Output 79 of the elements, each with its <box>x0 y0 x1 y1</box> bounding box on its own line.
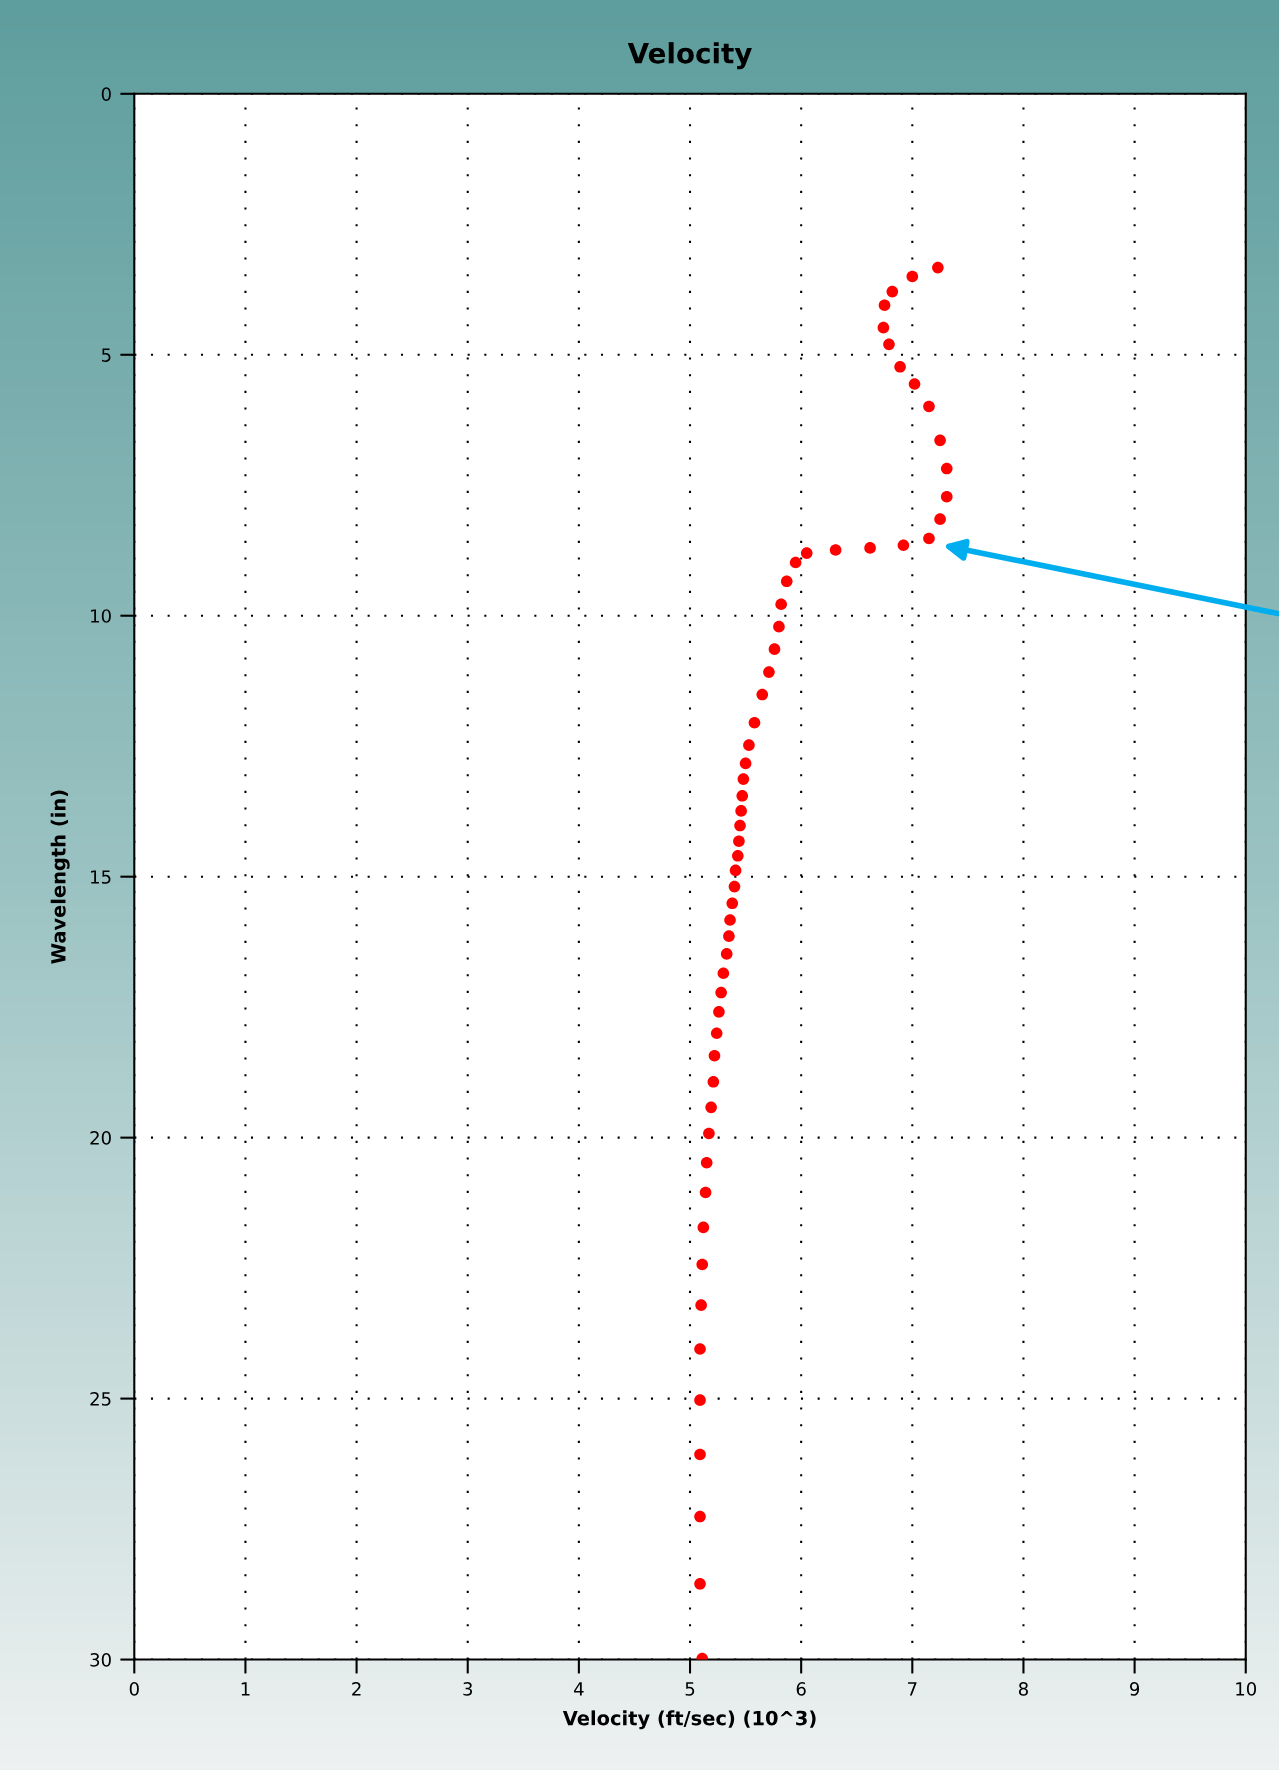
x-axis-title: Velocity (ft/sec) (10^3) <box>562 1710 816 1730</box>
y-tick-label: 5 <box>101 348 111 362</box>
point <box>694 1448 706 1461</box>
point <box>695 1299 707 1311</box>
point <box>723 930 735 942</box>
point <box>724 914 736 926</box>
chart-title: Velocity <box>627 42 752 70</box>
point <box>748 716 761 729</box>
y-axis-title: Wavelength (in) <box>50 790 70 964</box>
point <box>739 757 752 770</box>
point <box>737 773 750 785</box>
y-tick-label: 10 <box>91 609 111 623</box>
point <box>894 360 906 373</box>
point <box>886 285 899 298</box>
x-tick-label: 8 <box>1018 1682 1028 1696</box>
point <box>768 643 781 655</box>
point <box>789 556 802 569</box>
point <box>780 575 793 588</box>
y-tick-label: 15 <box>91 870 111 884</box>
point <box>878 299 891 311</box>
point <box>934 513 946 525</box>
point <box>694 1343 706 1355</box>
point <box>732 849 744 862</box>
x-tick-label: 7 <box>908 1682 917 1696</box>
point <box>883 338 895 351</box>
point <box>940 462 953 475</box>
x-tick-label: 10 <box>1236 1682 1257 1696</box>
point <box>713 1006 725 1018</box>
x-tick-label: 6 <box>796 1682 806 1696</box>
point <box>908 378 921 390</box>
point <box>735 805 747 817</box>
x-tick-label: 5 <box>685 1682 695 1696</box>
x-tick-label: 0 <box>129 1682 139 1696</box>
point <box>763 666 775 678</box>
point <box>733 835 745 847</box>
point <box>728 880 741 893</box>
x-tick-label: 9 <box>1129 1682 1140 1696</box>
point <box>906 270 919 283</box>
point <box>923 400 935 413</box>
point <box>923 532 935 545</box>
point <box>940 490 953 503</box>
point <box>700 1156 713 1169</box>
point <box>729 864 742 877</box>
point <box>717 967 730 980</box>
point <box>703 1127 715 1140</box>
point <box>694 1394 706 1406</box>
y-tick-label: 20 <box>90 1131 111 1145</box>
point <box>775 598 787 611</box>
point <box>705 1101 717 1114</box>
point <box>829 544 842 556</box>
point <box>696 1258 709 1271</box>
point <box>934 434 946 447</box>
x-tick-label: 3 <box>463 1682 473 1696</box>
point <box>756 688 769 701</box>
point <box>720 948 733 960</box>
point <box>734 819 746 832</box>
point <box>726 897 739 910</box>
point <box>743 739 755 751</box>
point <box>699 1186 712 1199</box>
point <box>715 986 727 999</box>
x-tick-label: 4 <box>574 1682 584 1696</box>
point <box>708 1049 721 1062</box>
x-tick-label: 2 <box>352 1682 361 1696</box>
point <box>694 1510 706 1523</box>
point <box>932 261 944 274</box>
y-tick-label: 0 <box>101 87 111 101</box>
point <box>710 1027 723 1040</box>
point <box>877 321 890 334</box>
point <box>694 1578 706 1590</box>
point <box>800 547 813 559</box>
x-tick-label: 1 <box>241 1682 250 1696</box>
point <box>736 789 749 802</box>
point <box>707 1075 720 1088</box>
point <box>773 620 785 633</box>
point <box>864 542 876 554</box>
point <box>897 539 910 552</box>
y-tick-label: 30 <box>90 1653 111 1667</box>
point <box>697 1221 710 1234</box>
y-tick-label: 25 <box>90 1392 111 1406</box>
